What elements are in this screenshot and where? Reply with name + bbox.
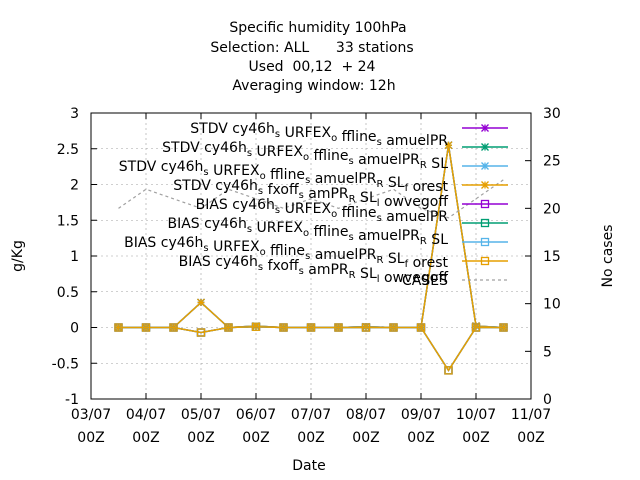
x-tick-label-date: 09/07 [401, 407, 441, 423]
x-tick-label-hour: 00Z [297, 430, 324, 446]
data-point [306, 323, 316, 332]
x-axis-label: Date [292, 458, 325, 474]
data-point [444, 366, 453, 375]
x-tick-label-date: 05/07 [181, 407, 221, 423]
y-tick-label: -0.5 [52, 356, 79, 372]
legend-label: CASES [402, 273, 448, 289]
y-tick-label: 0.5 [57, 285, 79, 301]
x-tick-label-hour: 00Z [407, 430, 434, 446]
data-point [361, 323, 371, 332]
data-point [416, 323, 426, 332]
y-axis-label: g/Kg [10, 240, 26, 272]
series-line-8 [118, 179, 504, 219]
x-tick-label-date: 10/07 [456, 407, 496, 423]
data-point [279, 323, 288, 332]
legend-swatch-marker [480, 218, 490, 228]
title-line-3: Used 00,12 + 24 [249, 59, 376, 75]
data-point [224, 323, 233, 332]
y-tick-label: 1.5 [57, 213, 79, 229]
legend-item-6: BIAS cy46hs URFEXo fflines amuelPRR SLf … [124, 235, 508, 271]
data-point [389, 323, 398, 332]
x-tick-label-date: 07/07 [291, 407, 331, 423]
data-point [444, 141, 453, 150]
legend-label: BIAS cy46hs fxoffs amPRR SLl owvegoff [179, 254, 449, 286]
y2-tick-label: 25 [543, 154, 561, 170]
data-point [169, 323, 178, 332]
legend-item-3: STDV cy46hs fxoffs amPRR SLl owvegoff [173, 178, 508, 210]
title-line-4: Averaging window: 12h [232, 78, 395, 94]
x-tick-label-hour: 00Z [77, 430, 104, 446]
data-point [251, 322, 261, 331]
x-tick-label-hour: 00Z [517, 430, 544, 446]
legend-label: BIAS cy46hs URFEXo fflines amuelPRR SL [168, 216, 449, 248]
legend-label: STDV cy46hs URFEXo fflines amuelPRR SL [162, 140, 448, 172]
series-7 [114, 322, 508, 375]
legend-label: STDV cy46hs fxoffs amPRR SLl owvegoff [173, 178, 448, 210]
legend-item-1: STDV cy46hs URFEXo fflines amuelPRR SL [162, 140, 508, 172]
legend-label: BIAS cy46hs URFEXo fflines amuelPRR SLf … [124, 235, 448, 271]
data-point [499, 323, 508, 332]
legend-item-5: BIAS cy46hs URFEXo fflines amuelPRR SL [168, 216, 508, 248]
y2-tick-label: 0 [543, 392, 552, 408]
legend-item-4: BIAS cy46hs URFEXo fflines amuelPR [196, 197, 508, 225]
x-tick-label-hour: 00Z [352, 430, 379, 446]
data-point [196, 328, 206, 337]
y2-tick-label: 5 [543, 344, 552, 360]
x-tick-label-date: 04/07 [126, 407, 166, 423]
legend-item-7: BIAS cy46hs fxoffs amPRR SLl owvegoff [179, 254, 508, 286]
legend-label: BIAS cy46hs URFEXo fflines amuelPR [196, 197, 449, 225]
legend-item-0: STDV cy46hs URFEXo fflines amuelPR [190, 121, 508, 149]
series-line-7 [118, 326, 504, 372]
data-point [334, 323, 343, 332]
data-point [114, 323, 123, 332]
data-point [471, 323, 481, 332]
legend-item-8: CASES [402, 273, 508, 289]
legend-swatch-marker [480, 237, 490, 247]
y-tick-label: 1 [70, 249, 79, 265]
legend-swatch-marker [480, 256, 490, 266]
x-tick-label-hour: 00Z [187, 430, 214, 446]
legend-swatch-marker [481, 181, 489, 189]
x-tick-label-date: 06/07 [236, 407, 276, 423]
y2-tick-label: 30 [543, 106, 561, 122]
x-tick-label-hour: 00Z [242, 430, 269, 446]
title-line-1: Specific humidity 100hPa [229, 20, 406, 36]
data-point [141, 323, 151, 332]
y-tick-label: 3 [70, 106, 79, 122]
x-tick-label-date: 08/07 [346, 407, 386, 423]
y2-axis-label: No cases [600, 225, 616, 288]
series-8 [118, 179, 504, 219]
legend-swatch-marker [480, 199, 490, 209]
y-tick-label: 0 [70, 321, 79, 337]
y-tick-label: 2.5 [57, 142, 79, 158]
y2-tick-label: 10 [543, 297, 561, 313]
y2-tick-label: 15 [543, 249, 561, 265]
axes: -1-0.500.511.522.5305101520253003/0700Z0… [52, 106, 561, 446]
x-tick-label-date: 03/07 [71, 407, 111, 423]
title-line-2: Selection: ALL 33 stations [210, 40, 413, 56]
x-tick-label-hour: 00Z [462, 430, 489, 446]
legend-label: STDV cy46hs URFEXo fflines amuelPR [190, 121, 448, 149]
legend-swatch-marker [481, 124, 489, 132]
chart-title: Specific humidity 100hPa Selection: ALL … [210, 20, 413, 94]
legend-swatch-marker [481, 162, 489, 170]
legend-label: STDV cy46hs URFEXo fflines amuelPRR SLf … [119, 159, 449, 195]
x-tick-label-hour: 00Z [132, 430, 159, 446]
y-tick-label: 2 [70, 178, 79, 194]
y-tick-label: -1 [65, 392, 79, 408]
legend-swatch-marker [481, 143, 489, 151]
x-tick-label-date: 11/07 [511, 407, 551, 423]
y2-tick-label: 20 [543, 201, 561, 217]
data-point [197, 298, 205, 307]
legend-item-2: STDV cy46hs URFEXo fflines amuelPRR SLf … [119, 159, 508, 195]
series-layer [114, 141, 508, 375]
